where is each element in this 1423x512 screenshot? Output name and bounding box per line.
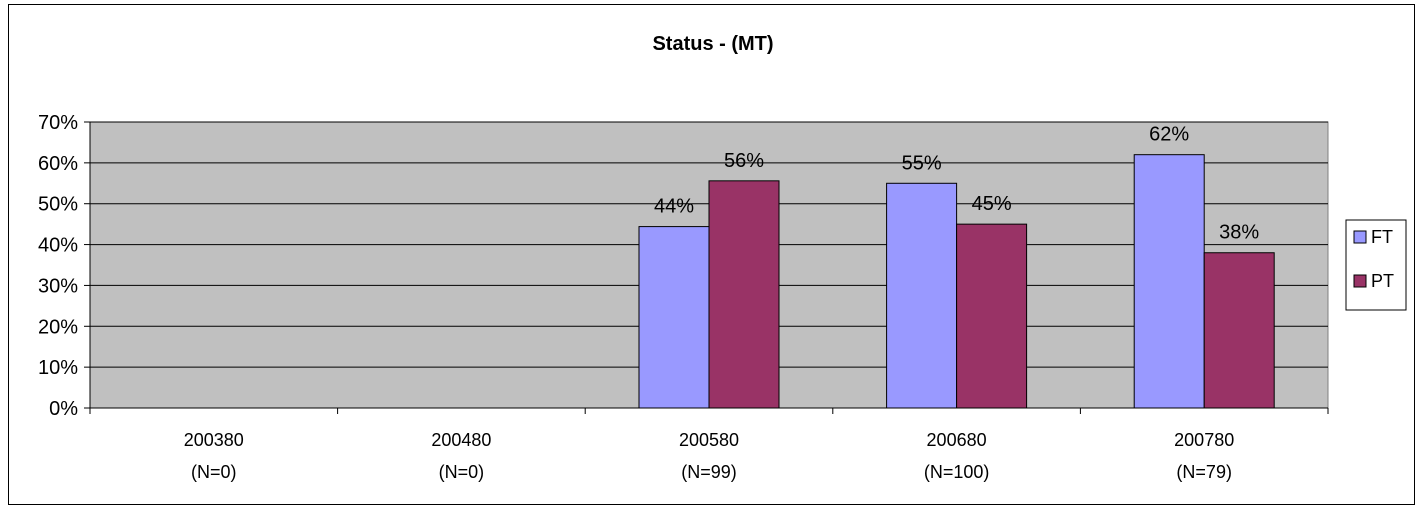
x-tick-label: 200680 bbox=[927, 430, 987, 450]
bar-ft bbox=[638, 226, 710, 409]
x-tick-sublabel: (N=100) bbox=[924, 462, 990, 482]
y-tick-label: 0% bbox=[49, 398, 78, 420]
legend-swatch-pt bbox=[1353, 274, 1367, 288]
bar-pt bbox=[1203, 252, 1275, 409]
y-tick-label: 20% bbox=[38, 316, 78, 338]
data-label-pt: 45% bbox=[972, 193, 1012, 215]
bar-ft bbox=[1133, 154, 1205, 409]
bar-ft bbox=[886, 182, 958, 409]
bar-pt bbox=[956, 223, 1028, 409]
data-label-pt: 38% bbox=[1219, 222, 1259, 244]
legend-label-ft: FT bbox=[1371, 227, 1393, 247]
legend-swatch-ft bbox=[1353, 230, 1367, 244]
y-tick-label: 70% bbox=[38, 112, 78, 134]
x-tick-label: 200580 bbox=[679, 430, 739, 450]
plot-area: 0% 10% 20% 30% 40% 50% 60% 70% 200380 (N=0) 200480… bbox=[38, 112, 1329, 482]
x-tick-sublabel: (N=79) bbox=[1176, 462, 1232, 482]
legend: FT PT bbox=[1345, 219, 1407, 311]
chart-title: Status - (MT) bbox=[652, 33, 773, 55]
bar-pt bbox=[708, 180, 780, 409]
data-label-ft: 44% bbox=[654, 196, 694, 218]
x-tick-label: 200380 bbox=[184, 430, 244, 450]
x-tick-sublabel: (N=99) bbox=[681, 462, 737, 482]
data-label-ft: 55% bbox=[902, 152, 942, 174]
y-tick-label: 60% bbox=[38, 153, 78, 175]
x-tick-label: 200480 bbox=[431, 430, 491, 450]
y-tick-label: 40% bbox=[38, 235, 78, 257]
data-label-ft: 62% bbox=[1149, 124, 1189, 146]
x-tick-sublabel: (N=0) bbox=[191, 462, 237, 482]
x-tick-label: 200780 bbox=[1174, 430, 1234, 450]
y-tick-label: 10% bbox=[38, 357, 78, 379]
x-tick-sublabel: (N=0) bbox=[439, 462, 485, 482]
legend-label-pt: PT bbox=[1371, 271, 1394, 291]
y-tick-label: 50% bbox=[38, 194, 78, 216]
data-label-pt: 56% bbox=[724, 150, 764, 172]
y-tick-label: 30% bbox=[38, 275, 78, 297]
